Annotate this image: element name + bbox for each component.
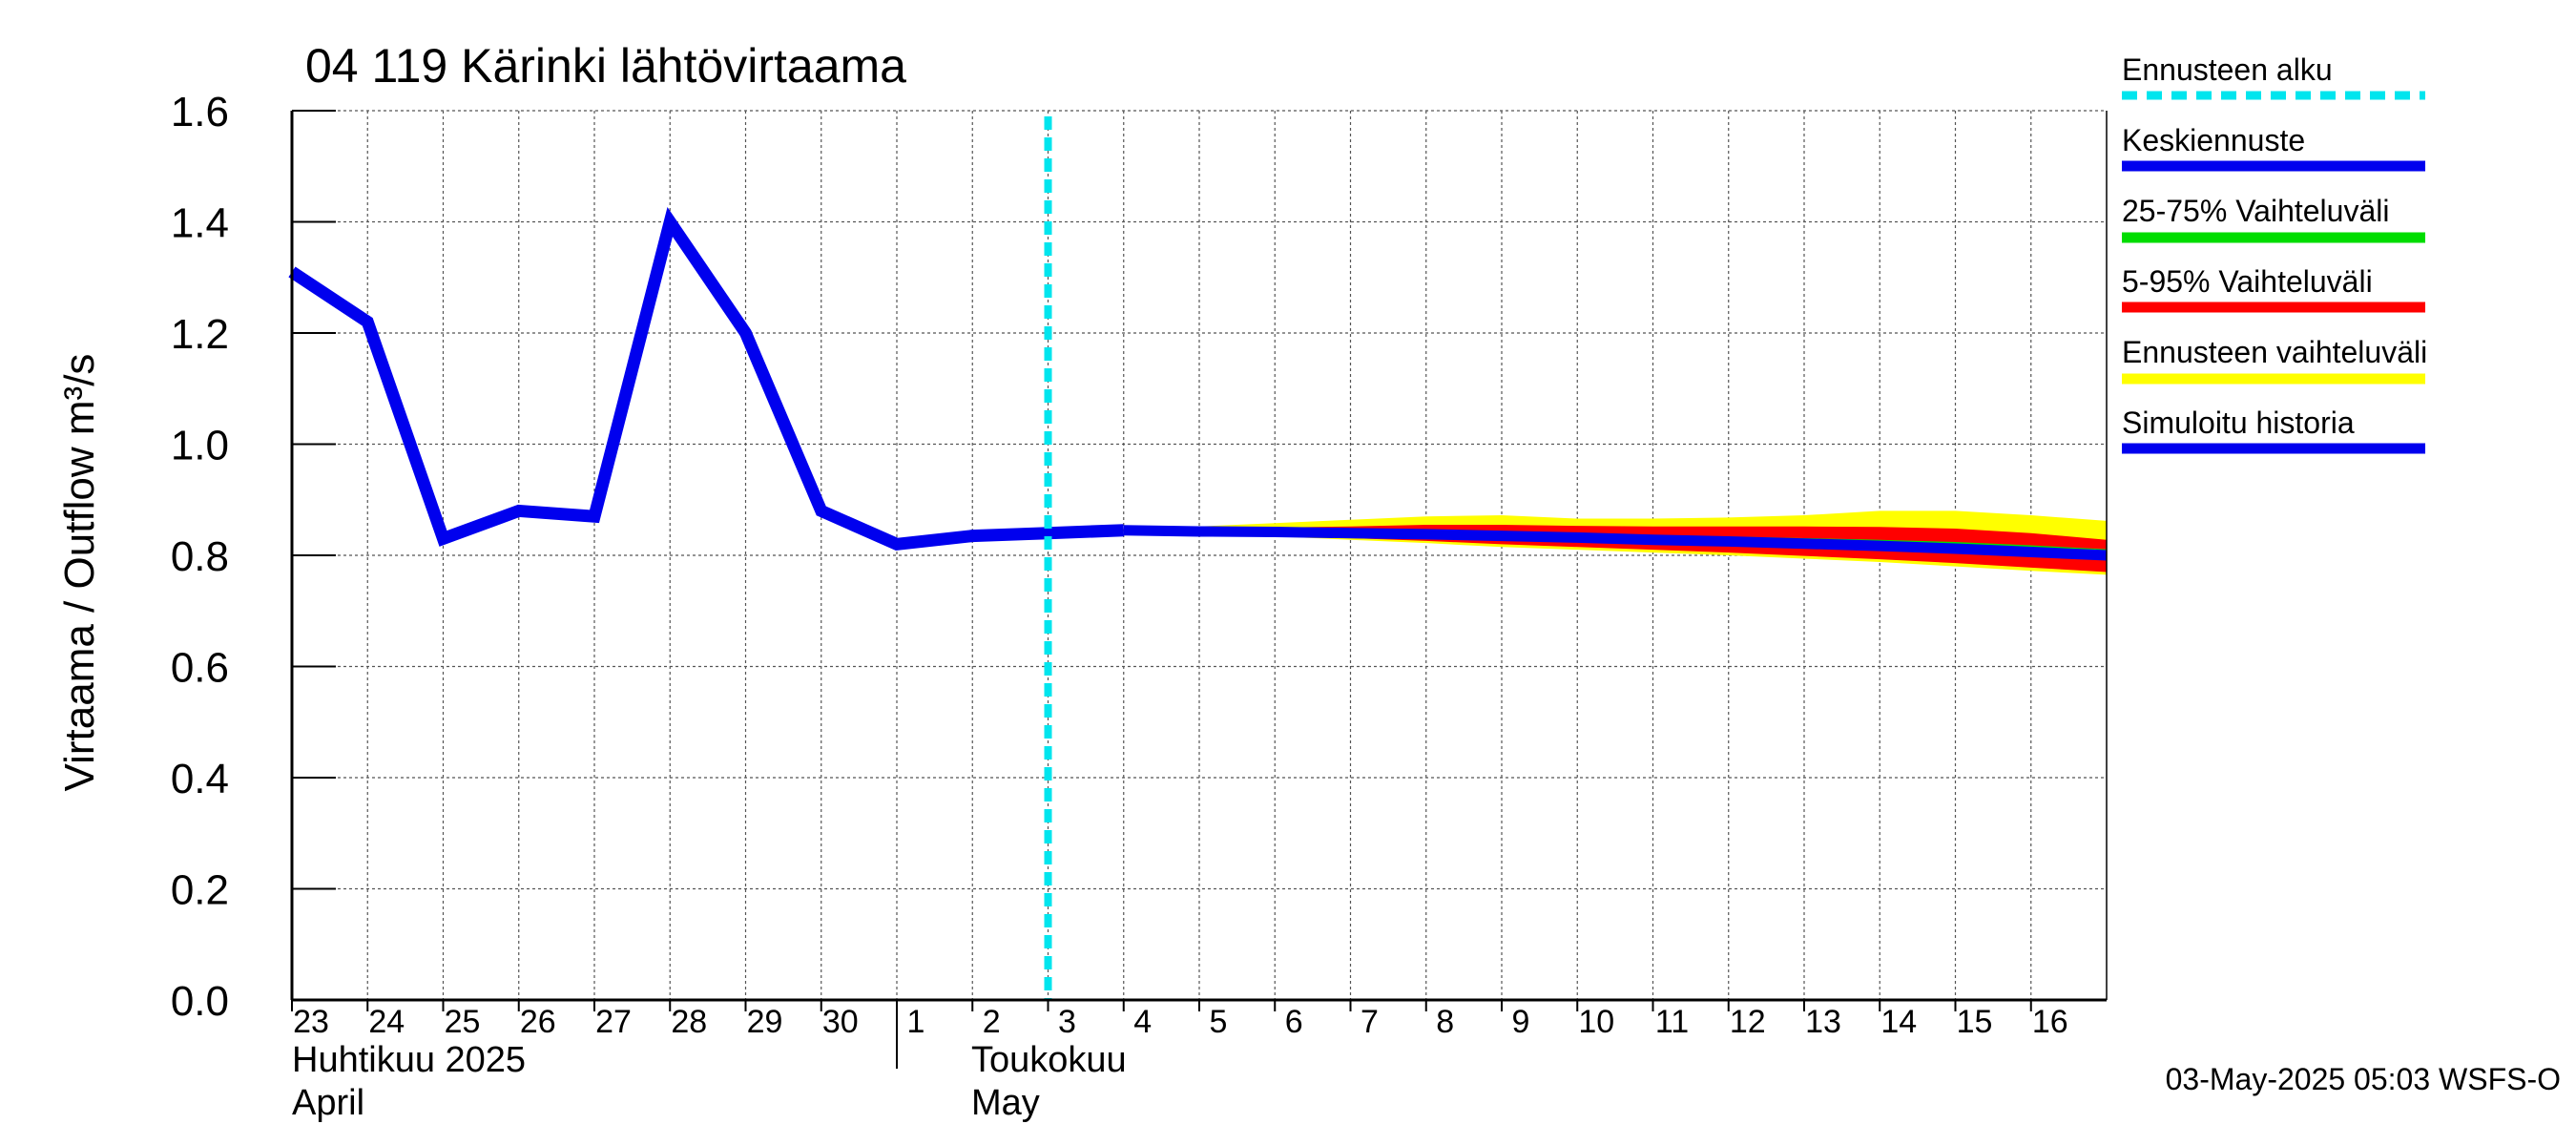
axes (290, 110, 2108, 1011)
x-tick-labels: 23 24 25 26 27 28 29 30 1 2 3 4 5 6 7 8 9 10 11 12 13 14 15 16 (293, 1004, 2068, 1040)
x-tick-label: 10 (1578, 1004, 1614, 1040)
x-tick-label: 3 (1058, 1004, 1076, 1040)
legend-label-forecast-range: Ennusteen vaihteluväli (2122, 335, 2427, 369)
x-tick-label: 7 (1361, 1004, 1379, 1040)
series-line-keskiennuste (1123, 525, 2108, 561)
y-tick-label: 1.6 (171, 89, 229, 135)
series-lines (288, 206, 2108, 561)
x-tick-label: 4 (1133, 1004, 1152, 1040)
month-label-april-fi: Huhtikuu 2025 (292, 1040, 526, 1080)
x-tick-label: 2 (983, 1004, 1001, 1040)
legend-label-forecast-start: Ennusteen alku (2122, 52, 2333, 87)
legend-label-5-95: 5-95% Vaihteluväli (2122, 264, 2373, 299)
y-tick-label: 1.2 (171, 311, 229, 358)
month-label-may-fi: Toukokuu (971, 1040, 1127, 1080)
x-tick-label: 28 (671, 1004, 707, 1040)
x-tick-label: 29 (747, 1004, 783, 1040)
x-tick-label: 25 (445, 1004, 481, 1040)
y-tick-label: 1.4 (171, 200, 229, 247)
x-tick-label: 23 (293, 1004, 329, 1040)
y-axis-label: Virtaama / Outflow m³/s (56, 354, 103, 792)
y-tick-label: 0.0 (171, 978, 229, 1025)
x-tick-label: 26 (520, 1004, 556, 1040)
x-tick-label: 5 (1210, 1004, 1228, 1040)
x-tick-label: 30 (822, 1004, 859, 1040)
y-tick-label: 0.2 (171, 867, 229, 914)
x-tick-label: 15 (1957, 1004, 1993, 1040)
footer-timestamp: 03-May-2025 05:03 WSFS-O (2166, 1062, 2561, 1096)
series-line-simuloitu-historia (288, 206, 1124, 552)
x-tick-label: 8 (1436, 1004, 1454, 1040)
x-tick-label: 24 (368, 1004, 405, 1040)
y-tick-label: 1.0 (171, 423, 229, 469)
y-tick-label: 0.4 (171, 756, 229, 802)
y-tick-label: 0.8 (171, 533, 229, 580)
x-tick-label: 11 (1655, 1004, 1689, 1040)
x-tick-label: 12 (1730, 1004, 1766, 1040)
legend-label-25-75: 25-75% Vaihteluväli (2122, 194, 2389, 228)
month-label-april-en: April (292, 1083, 364, 1123)
month-label-may-en: May (971, 1083, 1040, 1123)
legend-label-simulated-history: Simuloitu historia (2122, 406, 2355, 440)
chart-title: 04 119 Kärinki lähtövirtaama (305, 39, 906, 93)
legend: Ennusteen alku Keskiennuste 25-75% Vaiht… (2122, 52, 2427, 454)
x-tick-label: 1 (907, 1004, 925, 1040)
legend-label-mean-forecast: Keskiennuste (2122, 123, 2305, 157)
x-tick-label: 16 (2032, 1004, 2068, 1040)
y-tick-labels: 0.0 0.2 0.4 0.6 0.8 1.0 1.2 1.4 1.6 (171, 89, 229, 1025)
x-tick-label: 27 (595, 1004, 632, 1040)
x-tick-label: 13 (1805, 1004, 1841, 1040)
y-tick-label: 0.6 (171, 645, 229, 692)
x-tick-label: 14 (1880, 1004, 1917, 1040)
x-tick-label: 6 (1285, 1004, 1303, 1040)
x-tick-label: 9 (1512, 1004, 1530, 1040)
